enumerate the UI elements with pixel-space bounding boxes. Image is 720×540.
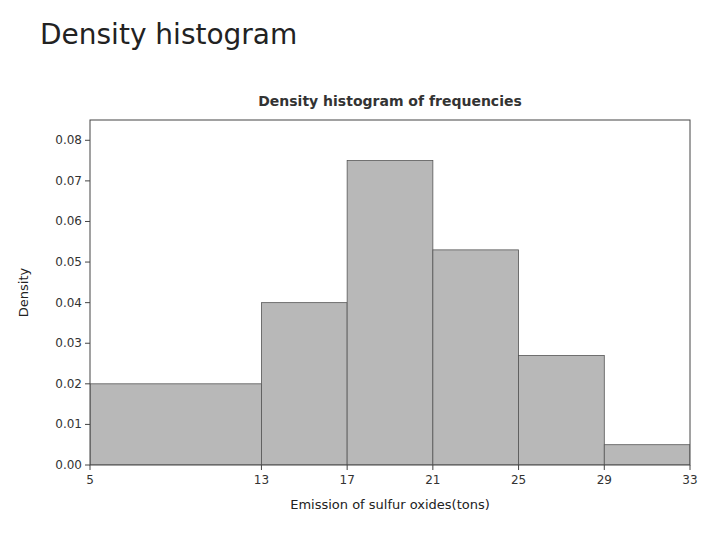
y-tick-label: 0.07 — [55, 174, 82, 188]
x-tick-label: 5 — [86, 473, 94, 487]
x-tick — [432, 465, 433, 470]
x-tick-label: 33 — [682, 473, 697, 487]
bar — [519, 355, 605, 465]
title: Density histogram — [40, 18, 297, 51]
y-tick-label: 0.00 — [55, 458, 82, 472]
chart-container: Density histogram Density histogram of fr… — [0, 0, 720, 540]
y-tick — [85, 140, 90, 141]
y-tick-label: 0.03 — [55, 336, 82, 350]
x-tick — [690, 465, 691, 470]
chart: Density histogram Density histogram of fr… — [0, 0, 720, 540]
x-tick — [261, 465, 262, 470]
x-tick-label: 13 — [254, 473, 269, 487]
plot-frame — [90, 120, 690, 465]
x-tick-label: 17 — [340, 473, 355, 487]
x-tick — [518, 465, 519, 470]
x-tick-label: 29 — [597, 473, 612, 487]
x-tick-label: 21 — [425, 473, 440, 487]
y-tick — [85, 180, 90, 181]
subtitle: Density histogram of frequencies — [258, 93, 522, 109]
x-tick — [90, 465, 91, 470]
y-tick-label: 0.06 — [55, 214, 82, 228]
y-tick — [85, 383, 90, 384]
x-tick-label: 25 — [511, 473, 526, 487]
y-tick — [85, 424, 90, 425]
x-axis-label: Emission of sulfur oxides(tons) — [290, 497, 490, 512]
y-tick — [85, 221, 90, 222]
y-axis-label: Density — [16, 267, 31, 317]
y-tick — [85, 302, 90, 303]
y-tick — [85, 262, 90, 263]
x-tick — [604, 465, 605, 470]
y-tick-label: 0.05 — [55, 255, 82, 269]
bar — [604, 445, 690, 465]
y-tick-label: 0.02 — [55, 377, 82, 391]
y-tick-label: 0.04 — [55, 296, 82, 310]
y-tick — [85, 465, 90, 466]
bar — [90, 384, 261, 465]
bar — [261, 303, 347, 465]
y-tick — [85, 343, 90, 344]
bars — [90, 161, 690, 465]
y-tick-label: 0.08 — [55, 133, 82, 147]
bar — [433, 250, 519, 465]
x-tick — [347, 465, 348, 470]
y-tick-label: 0.01 — [55, 417, 82, 431]
bar — [347, 161, 433, 465]
